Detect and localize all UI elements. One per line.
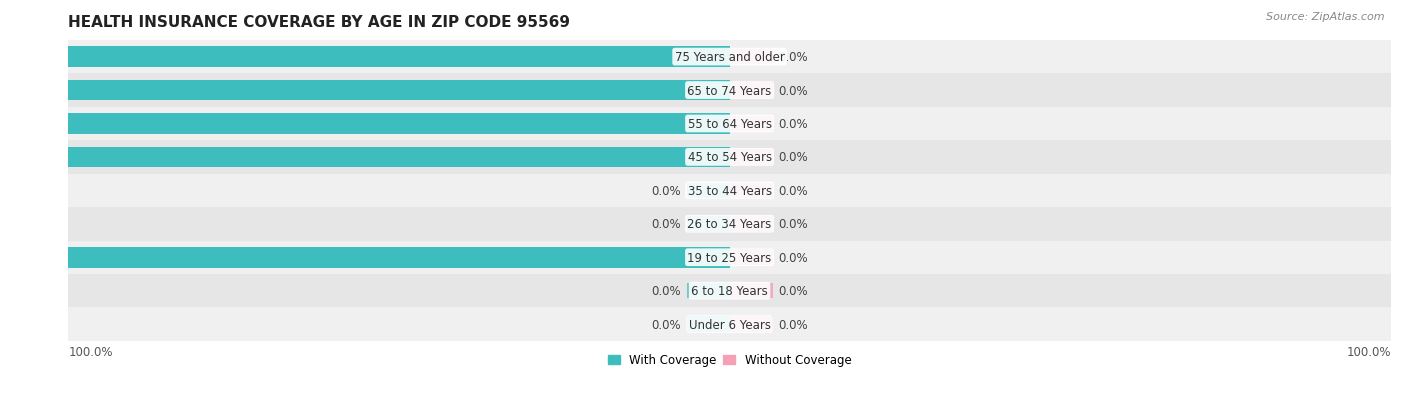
Bar bbox=[69, 114, 730, 135]
Text: 0.0%: 0.0% bbox=[778, 151, 807, 164]
Bar bbox=[69, 47, 730, 68]
Text: 6 to 18 Years: 6 to 18 Years bbox=[692, 285, 768, 297]
Text: 100.0%: 100.0% bbox=[1347, 345, 1391, 358]
Bar bbox=[730, 50, 773, 65]
Bar bbox=[686, 216, 730, 232]
Bar bbox=[69, 308, 1391, 341]
Text: 100.0%: 100.0% bbox=[14, 151, 63, 164]
Text: 0.0%: 0.0% bbox=[778, 285, 807, 297]
Bar bbox=[69, 74, 1391, 107]
Bar bbox=[730, 83, 773, 99]
Text: 0.0%: 0.0% bbox=[652, 285, 682, 297]
Bar bbox=[686, 316, 730, 332]
Text: 19 to 25 Years: 19 to 25 Years bbox=[688, 251, 772, 264]
Text: 100.0%: 100.0% bbox=[69, 345, 112, 358]
Text: 75 Years and older: 75 Years and older bbox=[675, 51, 785, 64]
Text: 65 to 74 Years: 65 to 74 Years bbox=[688, 84, 772, 97]
Bar bbox=[69, 147, 730, 168]
Text: 0.0%: 0.0% bbox=[778, 51, 807, 64]
Bar bbox=[730, 116, 773, 132]
Bar bbox=[686, 283, 730, 299]
Bar bbox=[69, 141, 1391, 174]
Bar bbox=[69, 174, 1391, 208]
Text: 0.0%: 0.0% bbox=[652, 184, 682, 197]
Text: 0.0%: 0.0% bbox=[652, 318, 682, 331]
Text: 0.0%: 0.0% bbox=[778, 251, 807, 264]
Bar bbox=[69, 247, 730, 268]
Bar bbox=[730, 283, 773, 299]
Bar bbox=[69, 208, 1391, 241]
Bar bbox=[686, 183, 730, 199]
Bar bbox=[69, 241, 1391, 274]
Text: 35 to 44 Years: 35 to 44 Years bbox=[688, 184, 772, 197]
Bar bbox=[69, 107, 1391, 141]
Text: 26 to 34 Years: 26 to 34 Years bbox=[688, 218, 772, 231]
Text: 55 to 64 Years: 55 to 64 Years bbox=[688, 118, 772, 131]
Text: 0.0%: 0.0% bbox=[778, 118, 807, 131]
Bar bbox=[69, 274, 1391, 308]
Text: Under 6 Years: Under 6 Years bbox=[689, 318, 770, 331]
Text: 0.0%: 0.0% bbox=[778, 184, 807, 197]
Bar bbox=[730, 216, 773, 232]
Text: 100.0%: 100.0% bbox=[14, 251, 63, 264]
Bar bbox=[730, 183, 773, 199]
Text: 100.0%: 100.0% bbox=[14, 51, 63, 64]
Legend: With Coverage, Without Coverage: With Coverage, Without Coverage bbox=[603, 349, 856, 371]
Bar bbox=[69, 81, 730, 101]
Text: 0.0%: 0.0% bbox=[778, 318, 807, 331]
Bar bbox=[730, 316, 773, 332]
Bar bbox=[730, 150, 773, 165]
Text: 0.0%: 0.0% bbox=[778, 84, 807, 97]
Text: Source: ZipAtlas.com: Source: ZipAtlas.com bbox=[1267, 12, 1385, 22]
Text: 100.0%: 100.0% bbox=[14, 84, 63, 97]
Text: 45 to 54 Years: 45 to 54 Years bbox=[688, 151, 772, 164]
Text: HEALTH INSURANCE COVERAGE BY AGE IN ZIP CODE 95569: HEALTH INSURANCE COVERAGE BY AGE IN ZIP … bbox=[69, 15, 571, 30]
Text: 100.0%: 100.0% bbox=[14, 118, 63, 131]
Text: 0.0%: 0.0% bbox=[652, 218, 682, 231]
Bar bbox=[69, 41, 1391, 74]
Text: 0.0%: 0.0% bbox=[778, 218, 807, 231]
Bar bbox=[730, 250, 773, 265]
